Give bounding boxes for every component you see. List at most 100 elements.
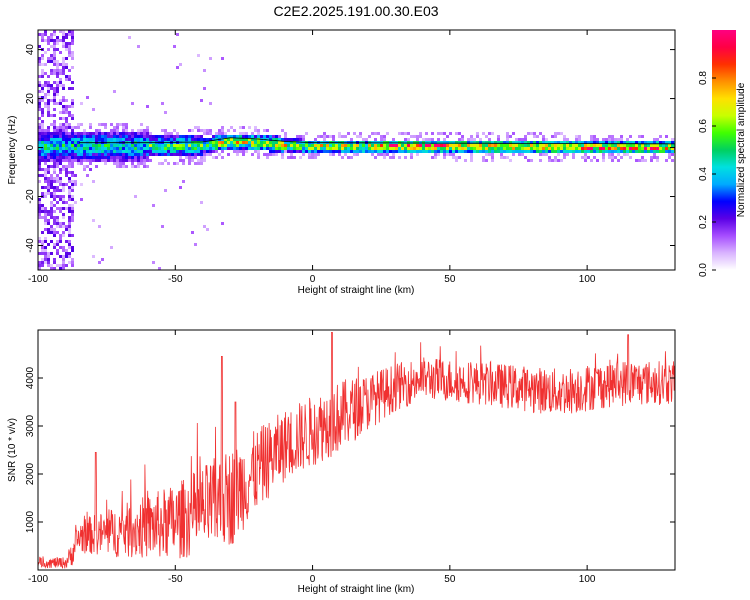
spectrogram-cell	[59, 237, 62, 240]
spectrogram-cell	[455, 147, 458, 150]
spectrogram-cell	[251, 153, 254, 156]
spectrogram-cell	[254, 141, 257, 144]
spectrogram-cell	[71, 138, 74, 141]
spectrogram-cell	[38, 81, 41, 84]
spectrogram-cell	[62, 36, 65, 39]
spectrogram-cell	[92, 144, 95, 147]
spectrogram-cell	[413, 135, 416, 138]
spectrogram-cell	[62, 132, 65, 135]
spectrogram-cell	[71, 30, 74, 33]
spectrogram-cell	[89, 150, 92, 153]
spectrogram-cell	[263, 129, 266, 132]
spectrogram-cell	[668, 141, 671, 144]
spectrogram-cell	[68, 75, 71, 78]
spectrogram-cell	[185, 147, 188, 150]
spectrogram-cell	[218, 132, 221, 135]
spectrogram-cell	[125, 135, 128, 138]
spectrogram-cell	[47, 177, 50, 180]
spectrogram-cell	[134, 165, 137, 168]
spectrogram-cell	[506, 156, 509, 159]
spectrogram-cell	[542, 144, 545, 147]
spectrogram-cell	[554, 150, 557, 153]
spectrogram-cell	[257, 141, 260, 144]
spectrogram-cell	[218, 135, 221, 138]
spectrogram-cell	[50, 132, 53, 135]
spectrogram-cell	[323, 147, 326, 150]
spectrogram-cell	[59, 129, 62, 132]
spectrogram-cell	[68, 51, 71, 54]
spectrogram-cell	[122, 144, 125, 147]
spectrogram-cell	[62, 138, 65, 141]
spectrogram-cell	[50, 240, 53, 243]
spectrogram-cell	[146, 138, 149, 141]
spectrogram-cell	[590, 147, 593, 150]
spectrogram-cell	[74, 135, 77, 138]
spectrogram-cell	[413, 144, 416, 147]
spectrogram-cell	[149, 144, 152, 147]
spectrogram-cell	[119, 144, 122, 147]
spectrogram-cell	[71, 150, 74, 153]
spectrogram-cell	[647, 144, 650, 147]
spectrogram-cell	[110, 123, 113, 126]
spectrogram-cell	[635, 147, 638, 150]
spectrogram-cell	[380, 147, 383, 150]
spectrogram-cell	[443, 141, 446, 144]
spectrogram-cell	[596, 150, 599, 153]
spectrogram-cell	[56, 195, 59, 198]
spectrogram-cell	[233, 141, 236, 144]
spectrogram-cell	[80, 138, 83, 141]
spectrogram-cell	[179, 147, 182, 150]
spectrogram-cell	[53, 57, 56, 60]
spectrogram-cell	[290, 153, 293, 156]
spectrogram-cell	[56, 81, 59, 84]
spectrogram-cell	[47, 132, 50, 135]
spectrogram-cell	[410, 150, 413, 153]
spectrogram-cell	[548, 141, 551, 144]
spectrogram-cell	[566, 138, 569, 141]
spectrogram-cell	[671, 138, 674, 141]
spectrogram-cell	[320, 147, 323, 150]
spectrogram-cell	[413, 150, 416, 153]
spectrogram-cell	[398, 150, 401, 153]
spectrogram-cell	[464, 147, 467, 150]
spectrogram-cell	[86, 96, 89, 99]
spectrogram-cell	[53, 129, 56, 132]
spectrogram-cell	[620, 147, 623, 150]
spectrogram-cell	[626, 150, 629, 153]
spectrogram-cell	[50, 192, 53, 195]
spectrogram-cell	[458, 147, 461, 150]
spectrogram-cell	[83, 150, 86, 153]
spectrogram-cell	[56, 138, 59, 141]
spectrogram-cell	[44, 30, 47, 33]
spectrogram-cell	[572, 153, 575, 156]
spectrogram-cell	[65, 132, 68, 135]
spectrogram-cell	[86, 138, 89, 141]
spectrogram-cell	[62, 96, 65, 99]
spectrogram-cell	[149, 147, 152, 150]
spectrogram-cell	[80, 198, 83, 201]
y-tick-label: -40	[25, 238, 36, 253]
spectrogram-cell	[77, 141, 80, 144]
spectrogram-cell	[584, 150, 587, 153]
spectrogram-cell	[86, 135, 89, 138]
spectrogram-cell	[506, 135, 509, 138]
spectrogram-cell	[350, 144, 353, 147]
spectrogram-cell	[173, 153, 176, 156]
spectrogram-cell	[479, 138, 482, 141]
spectrogram-cell	[530, 147, 533, 150]
spectrogram-cell	[128, 135, 131, 138]
spectrogram-cell	[527, 147, 530, 150]
spectrogram-cell	[197, 141, 200, 144]
spectrogram-cell	[80, 147, 83, 150]
spectrogram-cell	[428, 144, 431, 147]
spectrogram-cell	[212, 144, 215, 147]
spectrogram-cell	[269, 138, 272, 141]
spectrogram-cell	[263, 135, 266, 138]
spectrogram-cell	[350, 147, 353, 150]
spectrogram-cell	[614, 147, 617, 150]
spectrogram-cell	[203, 141, 206, 144]
spectrogram-cell	[392, 144, 395, 147]
spectrogram-cell	[137, 135, 140, 138]
spectrogram-cell	[101, 132, 104, 135]
spectrogram-cell	[71, 114, 74, 117]
